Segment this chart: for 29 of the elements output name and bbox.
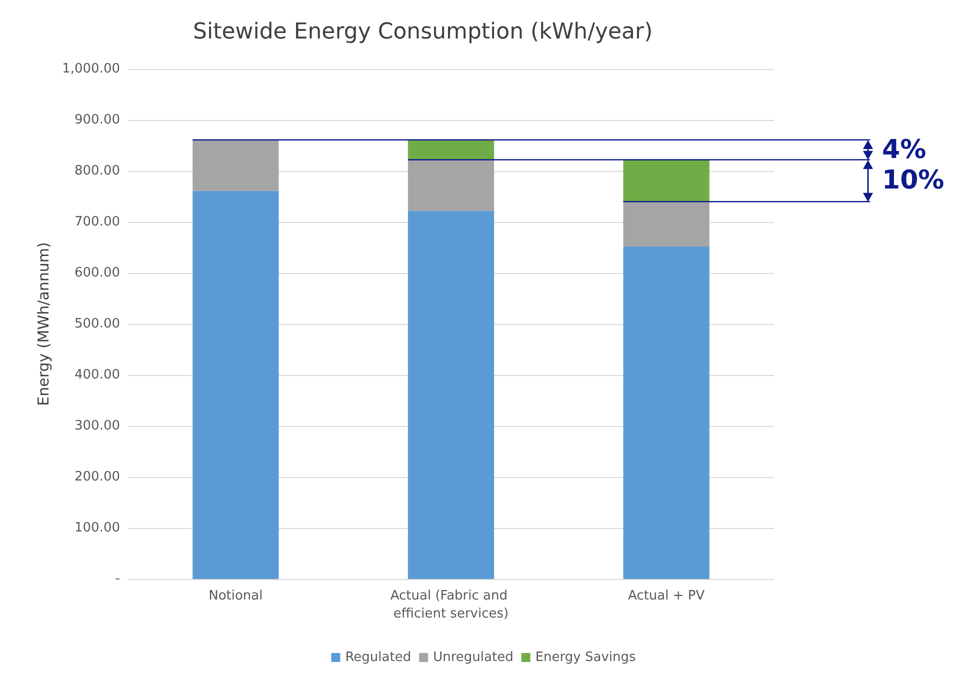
y-tick-label: 700.00	[74, 214, 120, 230]
y-axis-title: Energy (MWh/annum)	[34, 242, 53, 406]
chart-title: Sitewide Energy Consumption (kWh/year)	[193, 20, 653, 44]
text: 10%	[882, 166, 944, 196]
y-tick-label: 100.00	[74, 520, 120, 536]
bar	[192, 140, 279, 191]
legend-label: Regulated	[345, 650, 412, 665]
y-tick-label: 1,000.00	[62, 62, 120, 76]
bar	[408, 140, 494, 160]
bar	[623, 246, 710, 579]
y-tick-label: 200.00	[74, 470, 120, 484]
bar	[623, 160, 710, 202]
legend-label: Energy Savings	[535, 650, 636, 665]
y-tick-label: 600.00	[74, 266, 120, 280]
y-tick-label: 800.00	[74, 164, 120, 178]
x-tick-label: Actual (Fabric and efficient services)	[390, 588, 512, 622]
y-tick-label: 400.00	[74, 368, 120, 382]
legend-label: Unregulated	[433, 650, 514, 665]
bar	[408, 210, 494, 579]
y-tick-label: 900.00	[74, 112, 120, 128]
bar	[192, 190, 279, 579]
text: 4%	[882, 134, 926, 165]
bar	[408, 160, 494, 211]
x-tick-label: Notional	[208, 588, 263, 604]
bar	[623, 202, 710, 246]
x-tick-label: Actual + PV	[628, 588, 705, 604]
y-tick-label: 300.00	[74, 418, 120, 434]
y-tick-label: 500.00	[74, 316, 120, 332]
y-tick-label: -	[115, 572, 120, 586]
